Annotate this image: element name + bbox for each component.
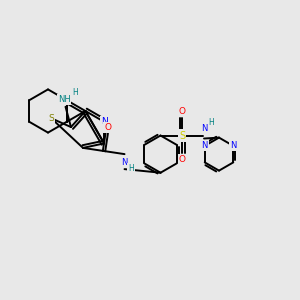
Text: N: N — [230, 141, 236, 150]
Text: H: H — [128, 164, 134, 173]
Text: H: H — [72, 88, 78, 97]
Text: NH: NH — [58, 95, 70, 104]
Text: H: H — [209, 118, 214, 127]
Text: O: O — [178, 107, 186, 116]
Text: N: N — [202, 141, 208, 150]
Text: S: S — [179, 130, 185, 140]
Text: N: N — [121, 158, 128, 167]
Text: N: N — [201, 124, 207, 133]
Text: S: S — [48, 114, 54, 123]
Text: O: O — [104, 123, 111, 132]
Text: N: N — [101, 117, 107, 126]
Text: O: O — [178, 155, 186, 164]
